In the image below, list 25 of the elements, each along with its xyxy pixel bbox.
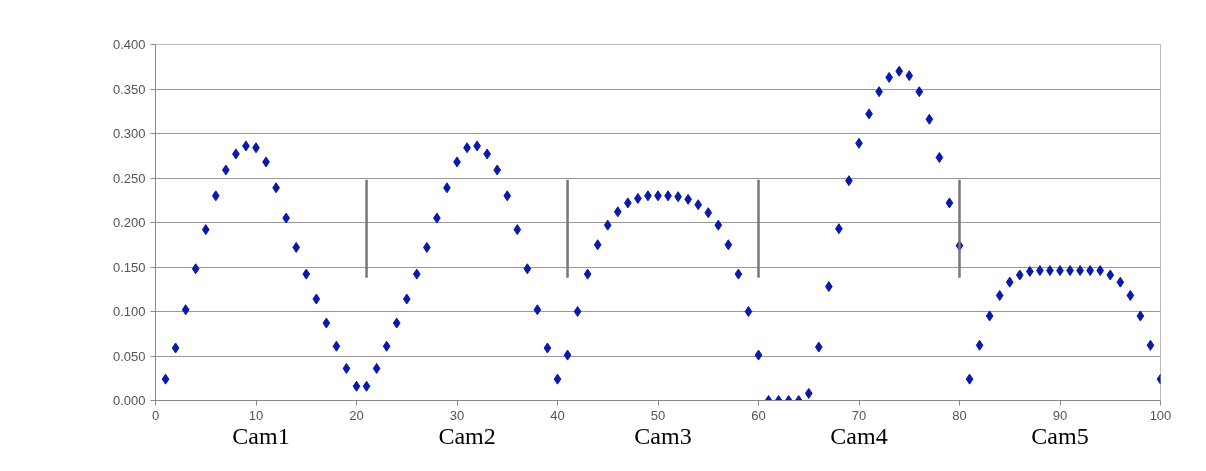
x-tick-label: 10	[248, 407, 264, 423]
x-tick-label: 90	[1052, 407, 1068, 423]
text: Cam1	[232, 422, 290, 449]
x-tick-label: 70	[851, 407, 867, 423]
y-tick-label: 0.250	[112, 170, 146, 186]
x-tick-label: 60	[751, 407, 766, 423]
x-tick-label: 40	[550, 407, 565, 423]
y-tick-label: 0.100	[112, 304, 146, 319]
y-tick-label: 0.200	[112, 215, 146, 230]
x-tick-label: 20	[349, 407, 364, 423]
text: Cam3	[634, 422, 692, 449]
text: Cam4	[830, 422, 888, 449]
x-tick-label: 100	[1149, 407, 1172, 423]
x-tick-label: 80	[952, 407, 967, 423]
x-tick-label: 50	[650, 407, 666, 423]
y-tick-label: 0.050	[112, 348, 146, 364]
y-tick-label: 0.400	[112, 37, 146, 52]
x-tick-label: 30	[449, 407, 465, 423]
y-tick-label: 0.300	[112, 126, 146, 141]
text: Cam5	[1031, 422, 1089, 449]
text: Cam2	[438, 422, 496, 449]
x-tick-label: 0	[151, 407, 160, 423]
y-tick-label: 0.000	[112, 393, 146, 408]
y-tick-label: 0.350	[112, 81, 146, 97]
y-tick-label: 0.150	[112, 259, 146, 275]
